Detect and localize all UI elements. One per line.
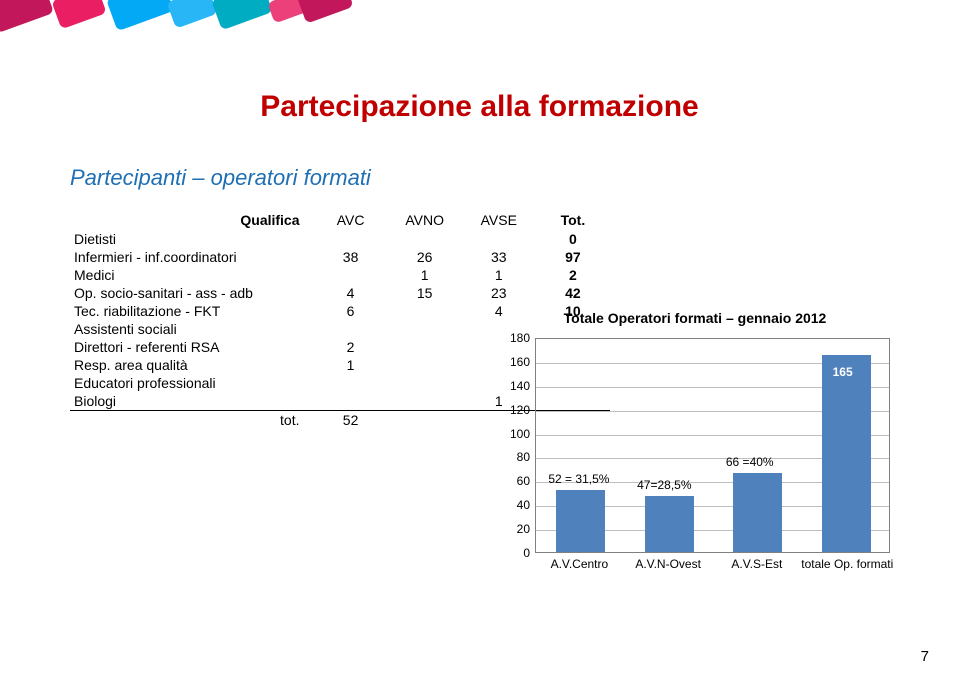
bar-label: 165 [833,365,853,379]
x-tick: A.V.S-Est [713,557,802,571]
col-header-qualifica: Qualifica [70,210,314,230]
section-subtitle: Partecipanti – operatori formati [70,165,371,191]
col-header: AVSE [462,210,536,230]
y-tick: 20 [517,522,530,536]
chart-title: Totale Operatori formati – gennaio 2012 [480,310,910,326]
chart-bar [822,355,871,552]
col-header: Tot. [536,210,610,230]
col-header: AVNO [388,210,462,230]
decorative-stripe [0,0,959,40]
x-tick: A.V.Centro [535,557,624,571]
y-tick: 180 [510,331,530,345]
bar-label: 66 =40% [726,455,774,469]
y-tick: 80 [517,450,530,464]
col-header: AVC [314,210,388,230]
table-row: Infermieri - inf.coordinatori38263397 [70,248,610,266]
page-title: Partecipazione alla formazione [0,90,959,124]
x-tick: A.V.N-Ovest [624,557,713,571]
table-row: Dietisti0 [70,230,610,248]
table-row: Medici112 [70,266,610,284]
y-tick: 60 [517,474,530,488]
chart-bar [645,496,694,552]
y-tick: 0 [523,546,530,560]
operators-bar-chart: Totale Operatori formati – gennaio 2012 … [480,310,910,590]
x-tick: totale Op. formati [801,557,890,571]
y-tick: 140 [510,379,530,393]
y-tick: 160 [510,355,530,369]
y-tick: 120 [510,403,530,417]
bar-label: 47=28,5% [637,478,691,492]
page-number: 7 [921,648,929,665]
bar-label: 52 = 31,5% [548,472,609,486]
y-tick: 100 [510,427,530,441]
y-tick: 40 [517,498,530,512]
chart-bar [733,473,782,552]
chart-bar [556,490,605,552]
table-row: Op. socio-sanitari - ass - adb4152342 [70,284,610,302]
